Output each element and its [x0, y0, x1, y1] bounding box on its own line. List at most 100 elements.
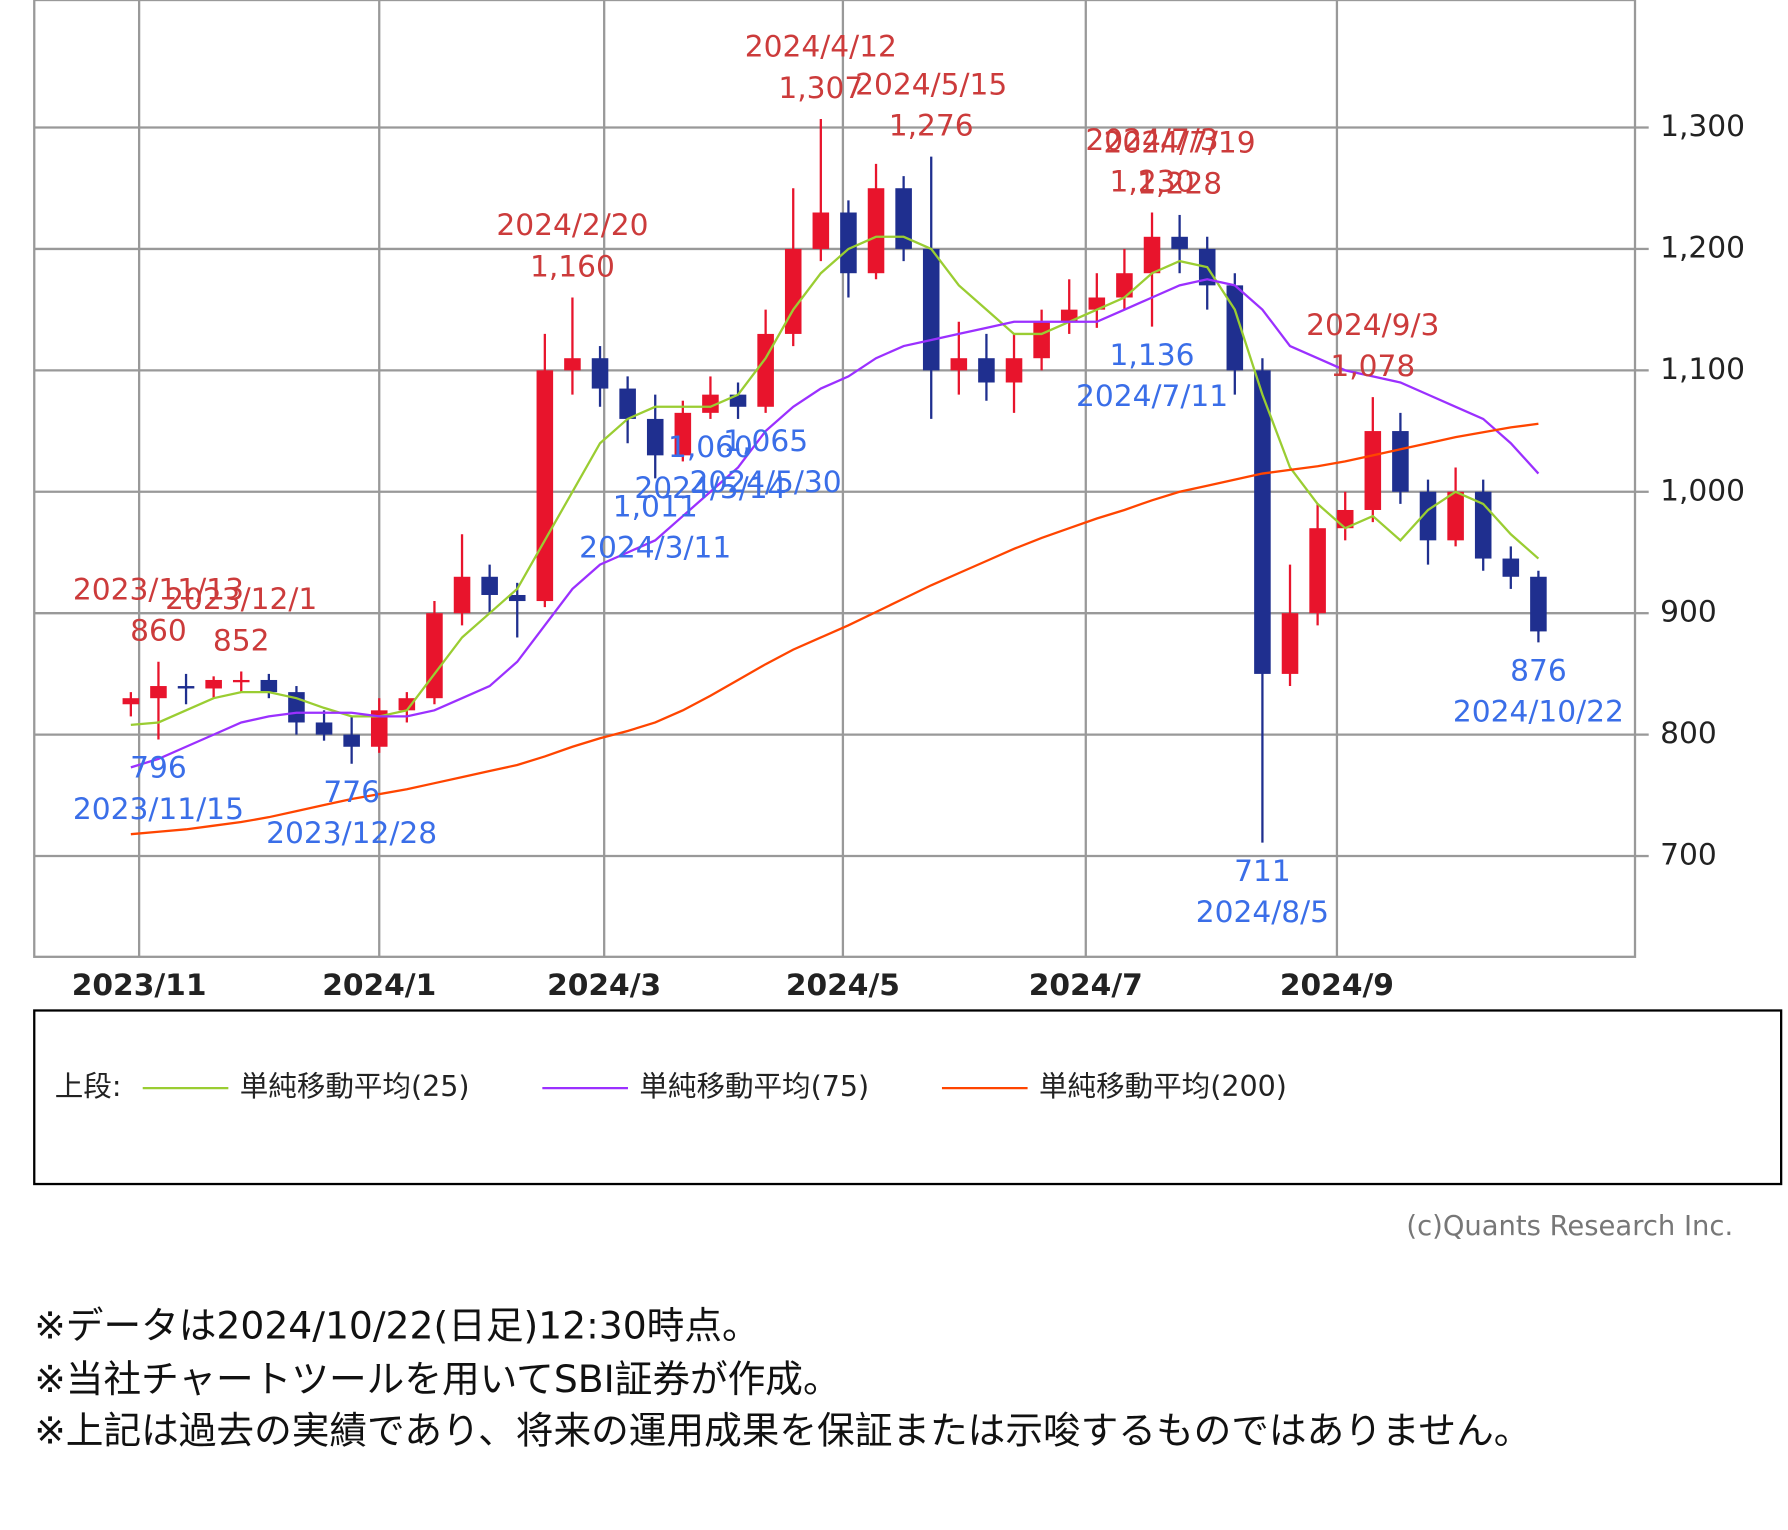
candle-body	[343, 734, 360, 747]
annotation-value: 1,228	[1137, 166, 1222, 201]
candle-body	[1033, 321, 1050, 359]
candle-body	[1419, 491, 1437, 541]
candle-body	[481, 576, 498, 595]
y-tick-label: 1,000	[1660, 472, 1745, 507]
moving-average-line	[130, 278, 1540, 769]
y-tick-label: 800	[1660, 715, 1717, 750]
y-tick-label: 1,100	[1660, 351, 1745, 386]
annotation-value: 1,078	[1330, 348, 1415, 383]
annotation-date: 2023/11/13	[73, 571, 244, 606]
annotation-value: 1,276	[889, 107, 974, 142]
copyright: (c)Quants Research Inc.	[1406, 1211, 1733, 1242]
candle-body	[591, 358, 609, 389]
candle-body	[536, 370, 554, 602]
candle-body	[1309, 528, 1326, 614]
candle-body	[840, 212, 857, 274]
annotation-value: 1,230	[1110, 163, 1195, 198]
note: ※当社チャートツールを用いてSBI証券が作成。	[34, 1357, 840, 1401]
y-tick-label: 1,200	[1660, 229, 1745, 264]
candle-body	[646, 418, 664, 456]
candle-body	[812, 212, 830, 249]
candle-body	[205, 679, 222, 689]
x-tick-label: 2024/9	[1280, 967, 1394, 1002]
candle-body	[177, 686, 195, 689]
candle-body	[1281, 613, 1299, 674]
candle-body	[564, 358, 581, 371]
candle-body	[122, 698, 140, 705]
note: ※データは2024/10/22(日足)12:30時点。	[34, 1303, 759, 1347]
candle-body	[702, 394, 719, 413]
annotation-date: 2024/2/20	[496, 207, 648, 242]
candle-body	[674, 412, 692, 456]
annotation-value: 860	[130, 613, 187, 648]
candle-body	[1392, 431, 1409, 492]
candle-body	[784, 248, 802, 334]
annotation-value: 796	[130, 750, 187, 785]
annotation-date: 2024/5/15	[855, 66, 1007, 101]
annotation-value: 1,160	[530, 248, 615, 283]
candle-body	[232, 679, 250, 683]
annotation-date: 2024/10/22	[1453, 694, 1624, 729]
candle-body	[1226, 285, 1244, 371]
annotation-date: 2024/5/30	[690, 464, 842, 499]
annotation-value: 876	[1510, 653, 1567, 688]
annotation-date: 2023/12/28	[266, 815, 437, 850]
annotation-date: 2024/9/3	[1306, 307, 1439, 342]
candle-body	[757, 333, 774, 407]
annotation-date: 2024/4/12	[745, 29, 897, 64]
legend-box	[33, 1009, 1783, 1186]
candle-body	[315, 722, 333, 735]
annotation-value: 1,011	[613, 489, 698, 524]
candle-body	[1364, 431, 1382, 510]
candle-body	[1005, 358, 1023, 383]
moving-average-line	[130, 235, 1540, 727]
annotation-value: 776	[323, 774, 380, 809]
annotation-value: 852	[213, 622, 270, 657]
x-tick-label: 2024/7	[1029, 967, 1143, 1002]
y-tick-label: 1,300	[1660, 108, 1745, 143]
candle-body	[370, 710, 388, 747]
candle-body	[1502, 558, 1520, 577]
candle-body	[260, 679, 278, 693]
x-tick-label: 2024/5	[786, 967, 900, 1002]
candle-body	[1254, 370, 1271, 674]
legend-label: 単純移動平均(200)	[1039, 1070, 1287, 1103]
candle-body	[619, 388, 636, 419]
candle-body	[1143, 236, 1161, 274]
annotation-value: 1,060	[668, 429, 753, 464]
x-tick-label: 2024/1	[322, 967, 436, 1002]
legend-prefix: 上段:	[55, 1070, 122, 1103]
legend-label: 単純移動平均(25)	[240, 1070, 470, 1103]
annotation-date: 2024/3/11	[579, 530, 731, 565]
annotation-value: 1,307	[778, 70, 863, 105]
candle-body	[922, 248, 940, 371]
candle-body	[1171, 236, 1188, 249]
candle-body	[398, 698, 416, 711]
candle-body	[950, 358, 968, 371]
candle-body	[508, 594, 526, 602]
note: ※上記は過去の実績であり、将来の運用成果を保証または示唆するものではありません。	[34, 1408, 1531, 1452]
x-tick-label: 2023/11	[72, 967, 207, 1002]
annotation-date: 2023/11/15	[73, 791, 244, 826]
x-tick-label: 2024/3	[547, 967, 661, 1002]
annotation-date: 2024/8/5	[1196, 894, 1329, 929]
candle-body	[426, 613, 443, 699]
candle-body	[867, 188, 885, 274]
annotation-date: 2023/12/1	[165, 581, 317, 616]
candle-body	[1447, 491, 1464, 541]
annotation-date: 2024/7/11	[1076, 378, 1228, 413]
candle-body	[978, 358, 995, 383]
candle-body	[150, 686, 167, 699]
moving-average-line	[130, 422, 1539, 836]
annotation-date: 2024/7/3	[1085, 122, 1218, 157]
candle-body	[1530, 576, 1547, 632]
annotation-value: 1,136	[1110, 337, 1195, 372]
plot: 700 800 900 1,000 1,100 1,200 1,300 2023/11 2024…	[34, 0, 1745, 1002]
candle-body	[895, 188, 912, 249]
legend-label: 単純移動平均(75)	[639, 1070, 869, 1103]
annotation-date: 2024/7/19	[1104, 125, 1256, 160]
candle-body	[453, 576, 471, 614]
annotation-value: 1,065	[723, 423, 808, 458]
annotation-date: 2024/5/14	[634, 470, 786, 505]
